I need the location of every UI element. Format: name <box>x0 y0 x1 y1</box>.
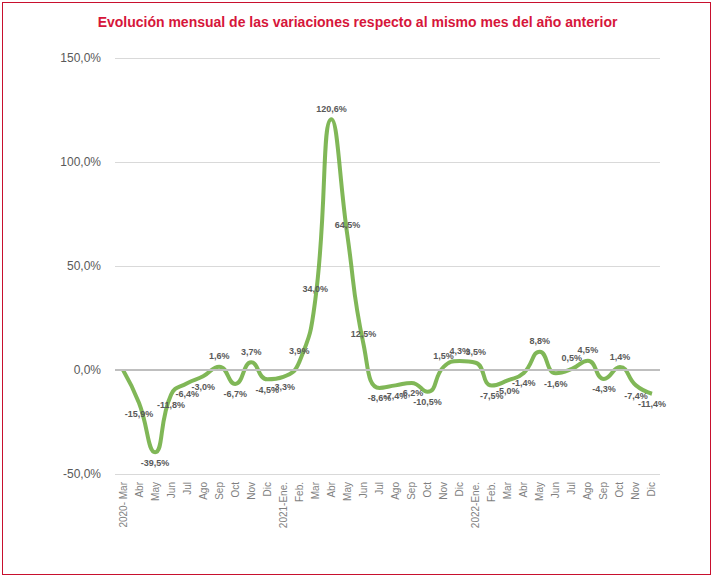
svg-text:-4,3%: -4,3% <box>592 384 616 394</box>
svg-text:Dic: Dic <box>454 482 465 496</box>
svg-text:Abr: Abr <box>326 481 337 497</box>
svg-text:-5,0%: -5,0% <box>496 385 520 396</box>
svg-text:150,0%: 150,0% <box>60 51 101 65</box>
svg-text:May: May <box>534 482 545 501</box>
svg-text:Jul: Jul <box>182 482 193 495</box>
svg-text:-1,4%: -1,4% <box>512 378 536 388</box>
svg-text:1,6%: 1,6% <box>209 351 230 361</box>
svg-text:0,5%: 0,5% <box>561 353 583 364</box>
svg-text:Dic: Dic <box>262 482 273 496</box>
svg-text:50,0%: 50,0% <box>67 259 101 273</box>
svg-text:-6,7%: -6,7% <box>223 389 247 399</box>
svg-text:Feb.: Feb. <box>486 482 497 502</box>
svg-text:Oct: Oct <box>230 482 241 498</box>
svg-text:Evolución mensual de las varia: Evolución mensual de las variaciones res… <box>98 14 618 30</box>
svg-text:Nov: Nov <box>438 482 449 500</box>
svg-text:Jun: Jun <box>550 482 561 498</box>
svg-text:May: May <box>342 482 353 501</box>
svg-text:Nov: Nov <box>630 482 641 500</box>
svg-text:120,6%: 120,6% <box>316 104 347 114</box>
svg-text:-10,5%: -10,5% <box>413 397 442 407</box>
svg-text:Mar: Mar <box>502 481 513 499</box>
svg-text:Sep: Sep <box>406 482 417 500</box>
svg-text:1,5%: 1,5% <box>433 351 454 362</box>
svg-text:Feb.: Feb. <box>294 482 305 502</box>
svg-text:Ago: Ago <box>390 482 401 500</box>
svg-text:-7,4%: -7,4% <box>624 390 648 401</box>
svg-text:Abr: Abr <box>518 481 529 497</box>
svg-text:Abr: Abr <box>134 481 145 497</box>
svg-text:0,0%: 0,0% <box>74 363 102 377</box>
svg-text:34,0%: 34,0% <box>303 284 329 294</box>
svg-text:Mar: Mar <box>310 481 321 499</box>
svg-text:Oct: Oct <box>422 482 433 498</box>
svg-text:Sep: Sep <box>214 482 225 500</box>
svg-text:Dic: Dic <box>646 482 657 496</box>
svg-text:Nov: Nov <box>246 482 257 500</box>
svg-text:100,0%: 100,0% <box>60 155 101 169</box>
svg-text:3,7%: 3,7% <box>241 347 262 357</box>
svg-text:Jun: Jun <box>166 482 177 498</box>
svg-text:Jun: Jun <box>358 482 369 498</box>
svg-text:-11,4%: -11,4% <box>638 399 666 409</box>
svg-text:-7,5%: -7,5% <box>479 391 504 402</box>
svg-text:12,5%: 12,5% <box>351 329 377 339</box>
svg-text:3,5%: 3,5% <box>465 347 486 357</box>
svg-text:Sep: Sep <box>598 482 609 500</box>
svg-text:-3,3%: -3,3% <box>272 382 296 392</box>
svg-text:Jul: Jul <box>374 482 385 495</box>
svg-text:-7,4%: -7,4% <box>383 390 408 401</box>
svg-text:-4,5%: -4,5% <box>255 384 279 395</box>
svg-text:1,4%: 1,4% <box>610 352 631 362</box>
svg-text:-39,5%: -39,5% <box>141 458 170 468</box>
svg-text:4,5%: 4,5% <box>578 345 599 355</box>
svg-text:3,9%: 3,9% <box>289 346 310 356</box>
svg-text:8,8%: 8,8% <box>530 336 551 346</box>
svg-text:2020- Mar: 2020- Mar <box>118 481 129 527</box>
svg-text:May: May <box>150 482 161 501</box>
svg-text:Oct: Oct <box>614 482 625 498</box>
svg-text:2021-Ene.: 2021-Ene. <box>278 482 289 528</box>
svg-text:64,5%: 64,5% <box>335 220 361 230</box>
svg-text:-1,6%: -1,6% <box>544 379 568 389</box>
svg-text:-6,4%: -6,4% <box>175 388 199 399</box>
svg-text:-11,8%: -11,8% <box>157 400 185 410</box>
svg-text:-50,0%: -50,0% <box>63 467 101 481</box>
svg-text:Ago: Ago <box>198 482 209 500</box>
svg-text:-3,0%: -3,0% <box>191 382 215 392</box>
svg-text:Ago: Ago <box>582 482 593 500</box>
svg-text:-6,2%: -6,2% <box>399 388 424 399</box>
svg-text:-8,6%: -8,6% <box>367 393 392 404</box>
svg-text:-15,9%: -15,9% <box>125 409 154 419</box>
svg-text:Jul: Jul <box>566 482 577 495</box>
svg-text:4,3%: 4,3% <box>449 345 470 356</box>
svg-text:2022-Ene.: 2022-Ene. <box>470 482 481 528</box>
